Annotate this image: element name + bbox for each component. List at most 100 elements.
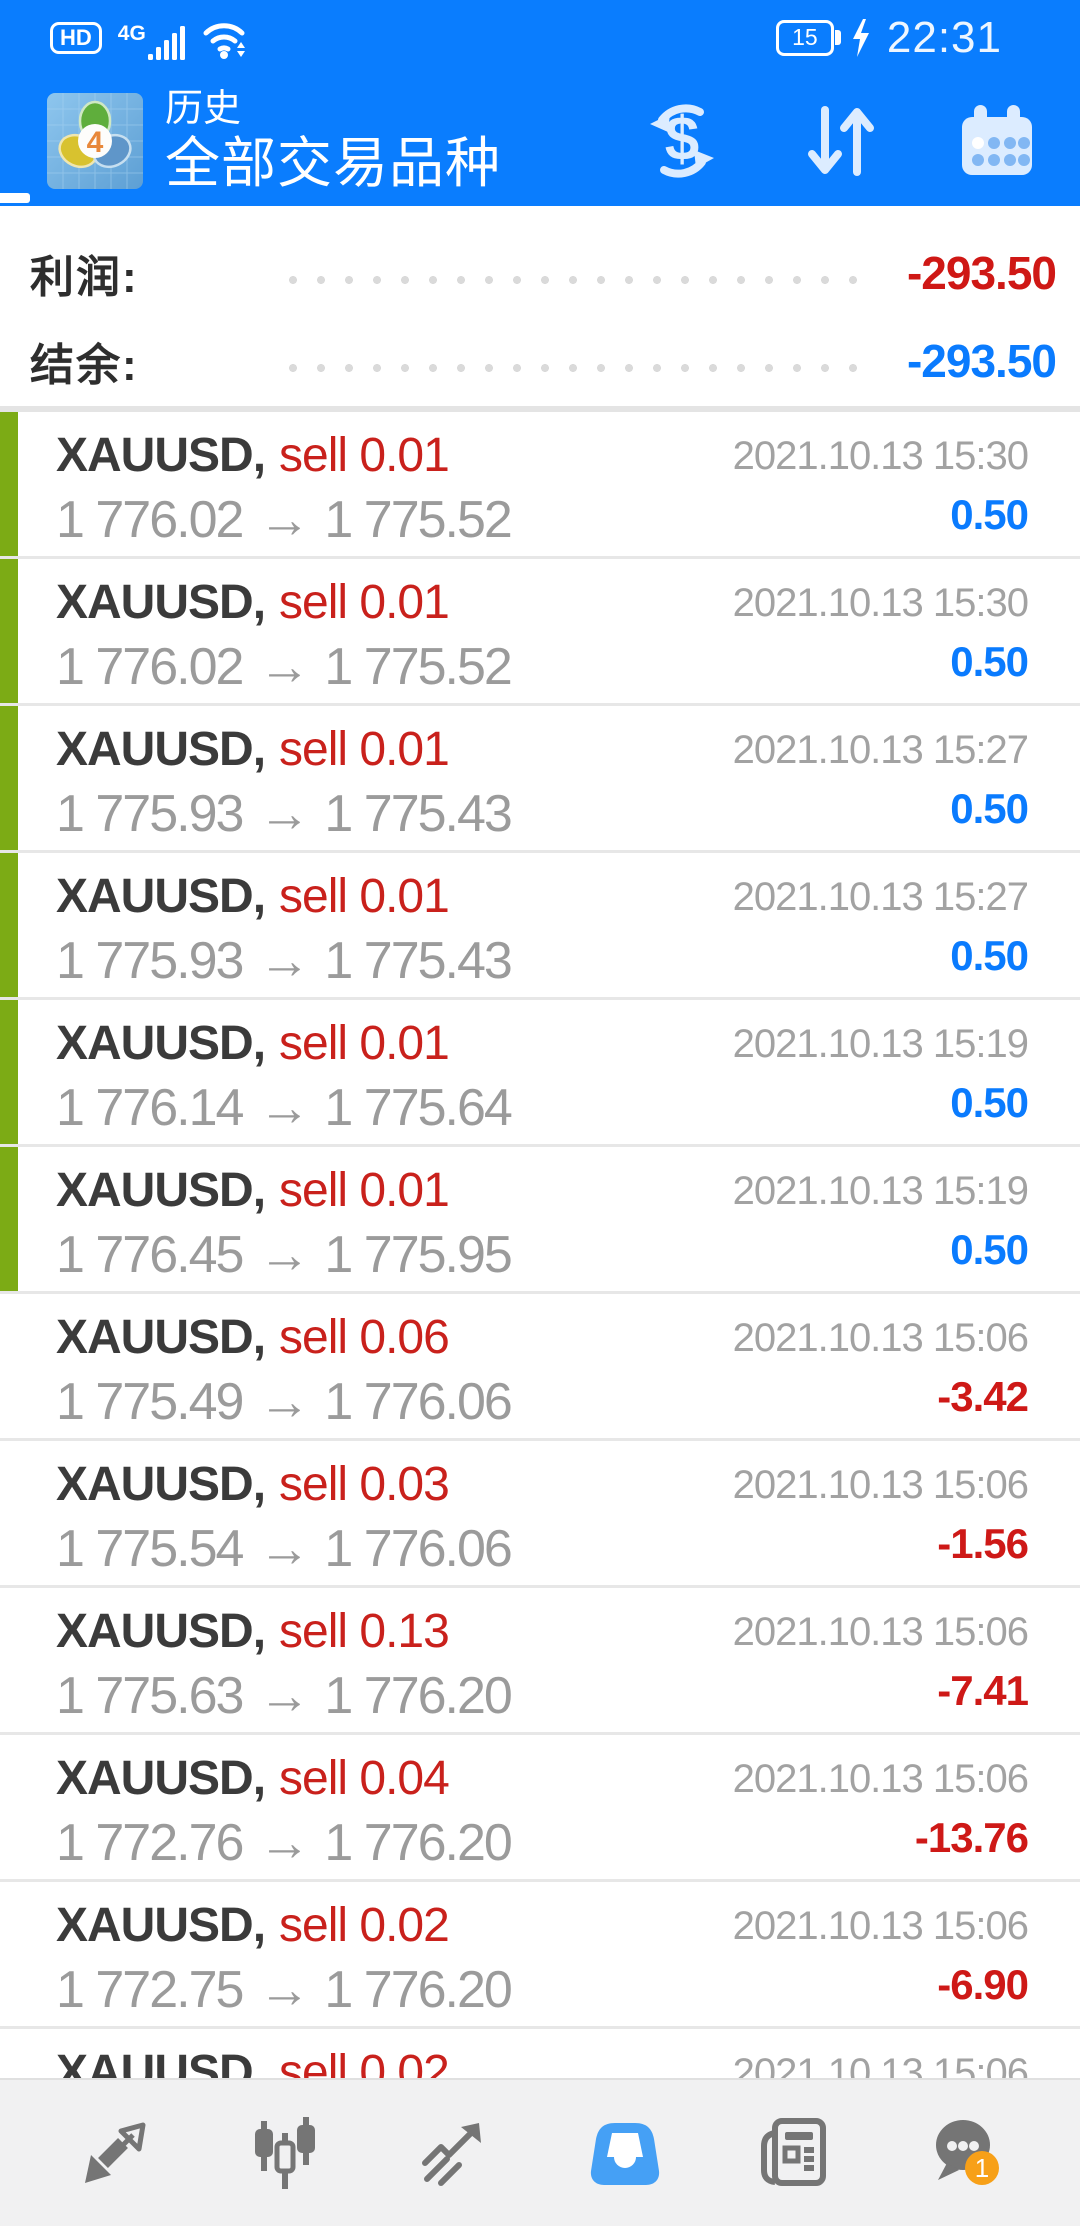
trade-profit: 0.50	[950, 638, 1029, 685]
profit-stripe	[0, 853, 18, 997]
price-arrow-icon: →	[258, 1226, 310, 1284]
trade-datetime: 2021.10.13 15:27	[732, 728, 1029, 772]
signal-bars-icon	[147, 25, 185, 60]
news-icon	[761, 2118, 826, 2186]
trade-row[interactable]: XAUUSD, sell 0.01 1 775.93 → 1 775.43 20…	[0, 853, 1080, 1000]
bottom-nav: 1	[0, 2078, 1080, 2226]
trade-close-price: 1 775.52	[324, 638, 512, 696]
trade-datetime: 2021.10.13 15:06	[732, 1757, 1029, 1801]
trade-line-icon	[422, 2123, 481, 2186]
trade-main: XAUUSD, sell 0.01 1 776.14 → 1 775.64	[56, 1016, 733, 1144]
trade-row[interactable]: XAUUSD, sell 0.01 1 776.45 → 1 775.95 20…	[0, 1147, 1080, 1294]
trade-row[interactable]: XAUUSD, sell 0.06 1 775.49 → 1 776.06 20…	[0, 1294, 1080, 1441]
trade-profit: 0.50	[950, 1226, 1029, 1273]
trade-close-price: 1 776.20	[324, 1961, 512, 2019]
trade-side: 2021.10.13 15:27 0.50	[732, 722, 1029, 850]
trade-close-price: 1 775.95	[324, 1226, 512, 1284]
trade-close-price: 1 776.06	[324, 1520, 512, 1578]
trade-row[interactable]: XAUUSD, sell 0.01 1 775.93 → 1 775.43 20…	[0, 706, 1080, 853]
trade-list: XAUUSD, sell 0.01 1 776.02 → 1 775.52 20…	[0, 412, 1080, 2176]
price-arrow-icon: →	[258, 1667, 310, 1725]
status-bar: HD 4G 15 22	[0, 0, 1080, 75]
trade-operation: sell 0.01	[279, 723, 450, 776]
profit-stripe	[0, 559, 18, 703]
trade-row[interactable]: XAUUSD, sell 0.01 1 776.02 → 1 775.52 20…	[0, 412, 1080, 559]
nav-charts[interactable]	[230, 2098, 340, 2208]
nav-trade[interactable]	[400, 2098, 510, 2208]
price-arrow-icon: →	[258, 638, 310, 696]
trade-operation: sell 0.13	[279, 1605, 450, 1658]
trade-datetime: 2021.10.13 15:19	[732, 1169, 1029, 1213]
quotes-icon	[85, 2122, 146, 2183]
nav-messages[interactable]: 1	[910, 2098, 1020, 2208]
balance-value: -293.50	[906, 335, 1057, 387]
price-arrow-icon: →	[258, 1814, 310, 1872]
trade-operation: sell 0.01	[279, 429, 450, 482]
battery-icon: 15	[775, 19, 841, 56]
trade-profit: 0.50	[950, 491, 1029, 538]
trade-close-price: 1 775.43	[324, 785, 512, 843]
currency-filter-icon[interactable]: $	[640, 100, 724, 182]
trade-side: 2021.10.13 15:19 0.50	[732, 1163, 1029, 1291]
mt4-app-icon[interactable]: 4	[47, 92, 143, 189]
trade-operation: sell 0.02	[279, 1899, 450, 1952]
profit-line: 利润: -293.50	[30, 236, 1057, 310]
price-arrow-icon: →	[258, 1520, 310, 1578]
trade-row[interactable]: XAUUSD, sell 0.13 1 775.63 → 1 776.20 20…	[0, 1588, 1080, 1735]
trade-close-price: 1 775.43	[324, 932, 512, 990]
trade-main: XAUUSD, sell 0.01 1 775.93 → 1 775.43	[56, 869, 733, 997]
trade-main: XAUUSD, sell 0.01 1 775.93 → 1 775.43	[56, 722, 733, 850]
profit-stripe	[0, 706, 18, 850]
trade-open-price: 1 776.02	[56, 638, 244, 696]
trade-main: XAUUSD, sell 0.01 1 776.45 → 1 775.95	[56, 1163, 733, 1291]
trade-row[interactable]: XAUUSD, sell 0.04 1 772.76 → 1 776.20 20…	[0, 1735, 1080, 1882]
trade-profit: -6.90	[937, 1961, 1029, 2008]
trade-row[interactable]: XAUUSD, sell 0.01 1 776.14 → 1 775.64 20…	[0, 1000, 1080, 1147]
trade-symbol: XAUUSD,	[56, 870, 266, 923]
trade-row[interactable]: XAUUSD, sell 0.03 1 775.54 → 1 776.06 20…	[0, 1441, 1080, 1588]
calendar-icon[interactable]	[958, 103, 1036, 179]
battery-level: 15	[775, 19, 834, 56]
nav-news[interactable]	[740, 2098, 850, 2208]
trade-datetime: 2021.10.13 15:06	[732, 1610, 1029, 1654]
trade-open-price: 1 776.02	[56, 491, 244, 549]
hd-icon: HD	[50, 21, 102, 54]
price-arrow-icon: →	[258, 1079, 310, 1137]
trade-profit: -13.76	[914, 1814, 1029, 1861]
trade-open-price: 1 775.63	[56, 1667, 244, 1725]
trade-main: XAUUSD, sell 0.01 1 776.02 → 1 775.52	[56, 428, 733, 556]
history-bag-icon	[590, 2123, 660, 2185]
sort-icon[interactable]	[804, 100, 878, 182]
trade-datetime: 2021.10.13 15:19	[732, 1022, 1029, 1066]
symbol-filter-title: 全部交易品种	[165, 132, 502, 194]
trade-operation: sell 0.01	[279, 870, 450, 923]
trade-symbol: XAUUSD,	[56, 1311, 266, 1364]
trade-profit: -3.42	[937, 1373, 1029, 1420]
menu-icon[interactable]	[0, 193, 30, 263]
trade-side: 2021.10.13 15:06 -6.90	[732, 1898, 1029, 2026]
unread-badge-count: 1	[975, 2153, 989, 2183]
trade-close-price: 1 775.52	[324, 491, 512, 549]
trade-main: XAUUSD, sell 0.04 1 772.76 → 1 776.20	[56, 1751, 733, 1879]
wifi-icon	[203, 22, 245, 59]
trade-open-price: 1 772.75	[56, 1961, 244, 2019]
trade-side: 2021.10.13 15:30 0.50	[733, 428, 1029, 556]
trade-row[interactable]: XAUUSD, sell 0.01 1 776.02 → 1 775.52 20…	[0, 559, 1080, 706]
trade-main: XAUUSD, sell 0.01 1 776.02 → 1 775.52	[56, 575, 733, 703]
trade-symbol: XAUUSD,	[56, 1017, 266, 1070]
candlestick-chart-icon	[255, 2117, 315, 2189]
trade-operation: sell 0.06	[279, 1311, 450, 1364]
profit-value: -293.50	[906, 247, 1057, 299]
trade-row[interactable]: XAUUSD, sell 0.02 1 772.75 → 1 776.20 20…	[0, 1882, 1080, 2029]
trade-datetime: 2021.10.13 15:06	[732, 1463, 1029, 1507]
profit-stripe	[0, 1147, 18, 1291]
trade-open-price: 1 775.93	[56, 932, 244, 990]
trade-profit: 0.50	[950, 1079, 1029, 1126]
trade-datetime: 2021.10.13 15:06	[732, 1904, 1029, 1948]
trade-close-price: 1 776.20	[324, 1667, 512, 1725]
page-title: 历史	[165, 88, 242, 130]
nav-quotes[interactable]	[60, 2098, 170, 2208]
trade-close-price: 1 776.20	[324, 1814, 512, 1872]
nav-history[interactable]	[570, 2098, 680, 2208]
